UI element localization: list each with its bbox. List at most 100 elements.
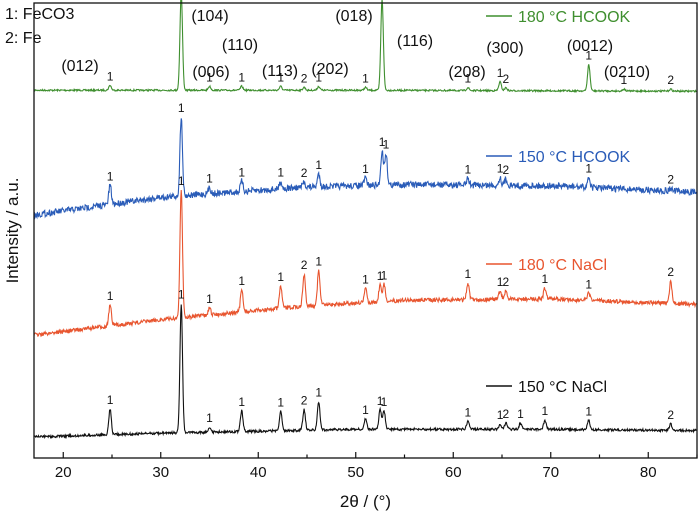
peak-label: 1	[621, 73, 628, 87]
peak-label: 1	[206, 70, 213, 84]
peak-label: 1	[377, 269, 384, 283]
peak-label: 1	[315, 70, 322, 84]
series-line	[33, 304, 698, 440]
peak-label: 1	[238, 274, 245, 288]
legend: 180 °C HCOOK 150 °C HCOOK 180 °C NaCl 150 °…	[486, 9, 631, 396]
peak-label: 1	[497, 66, 504, 80]
peak-label: 2	[503, 72, 510, 86]
hkl-label: (0210)	[604, 64, 650, 81]
peak-label: 2	[667, 265, 674, 279]
peak-label: 1	[362, 71, 369, 85]
phase-key-label: 1: FeCO3	[5, 6, 74, 23]
peak-label: 2	[301, 394, 308, 408]
hkl-label: (300)	[486, 40, 523, 57]
hkl-label: (202)	[311, 61, 348, 78]
x-tick-label: 40	[250, 464, 267, 481]
legend-label: 180 °C HCOOK	[518, 9, 631, 26]
peak-label: 1	[206, 292, 213, 306]
hkl-label: (113)	[262, 63, 298, 80]
peak-label: 1	[107, 393, 114, 407]
hkl-label: (208)	[448, 64, 485, 81]
peak-label: 1	[107, 169, 114, 183]
peak-label: 1	[315, 386, 322, 400]
peak-label: 2	[301, 258, 308, 272]
hkl-label: (0012)	[567, 38, 613, 55]
y-axis-label: Intensity / a.u.	[3, 178, 22, 284]
peak-labels: 1111121111121121111121111112121111121111…	[107, 49, 675, 425]
phase-key: 1: FeCO3 2: Fe	[5, 6, 74, 47]
peak-label: 2	[301, 71, 308, 85]
peak-label: 1	[238, 165, 245, 179]
peak-label: 2	[667, 408, 674, 422]
hkl-label: (012)	[61, 58, 98, 75]
peak-label: 1	[585, 49, 592, 63]
peak-label: 1	[315, 158, 322, 172]
x-tick-label: 80	[640, 464, 657, 481]
peak-label: 1	[517, 407, 524, 421]
peak-label: 1	[178, 288, 185, 302]
phase-key-label: 2: Fe	[5, 30, 42, 47]
peak-label: 1	[178, 101, 185, 115]
series-line	[33, 190, 698, 338]
peak-label: 1	[277, 165, 284, 179]
peak-label: 1	[585, 161, 592, 175]
legend-label: 150 °C HCOOK	[518, 149, 631, 166]
series-line	[33, 118, 698, 220]
hkl-label: (110)	[222, 37, 258, 54]
peak-label: 1	[206, 411, 213, 425]
peak-label: 2	[667, 73, 674, 87]
legend-label: 180 °C NaCl	[518, 257, 607, 274]
hkl-label: (018)	[335, 8, 372, 25]
peak-label: 1	[585, 277, 592, 291]
x-axis-label: 2θ / (°)	[340, 492, 391, 511]
peak-label: 2	[503, 275, 510, 289]
peak-label: 1	[585, 405, 592, 419]
x-tick-label: 50	[347, 464, 364, 481]
hkl-label: (116)	[397, 33, 433, 50]
peak-label: 1	[465, 163, 472, 177]
peak-label: 1	[381, 395, 388, 409]
x-axis: 20 30 40 50 60 70 80	[55, 452, 698, 481]
peak-label: 1	[465, 406, 472, 420]
peak-label: 1	[465, 267, 472, 281]
peak-label: 1	[497, 408, 504, 422]
peak-label: 1	[377, 394, 384, 408]
peak-label: 1	[178, 174, 185, 188]
peak-label: 1	[238, 395, 245, 409]
plot-frame	[33, 2, 698, 459]
peak-label: 2	[667, 172, 674, 186]
x-tick-label: 30	[152, 464, 169, 481]
traces	[33, 0, 698, 440]
series-line	[33, 0, 698, 94]
legend-label: 150 °C NaCl	[518, 379, 607, 396]
peak-label: 1	[107, 69, 114, 83]
peak-label: 1	[379, 135, 386, 149]
hkl-label: (104)	[191, 8, 228, 25]
peak-label: 1	[277, 270, 284, 284]
peak-label: 1	[362, 162, 369, 176]
peak-label: 1	[277, 70, 284, 84]
peak-label: 1	[497, 275, 504, 289]
hkl-label: (006)	[192, 64, 229, 81]
peak-label: 1	[362, 403, 369, 417]
peak-label: 1	[542, 404, 549, 418]
peak-label: 2	[503, 407, 510, 421]
peak-label: 1	[107, 289, 114, 303]
peak-label: 1	[497, 162, 504, 176]
peak-label: 1	[277, 395, 284, 409]
x-tick-label: 20	[55, 464, 72, 481]
peak-label: 1	[206, 171, 213, 185]
peak-label: 1	[362, 273, 369, 287]
peak-label: 2	[503, 163, 510, 177]
x-tick-label: 60	[445, 464, 462, 481]
peak-label: 1	[381, 269, 388, 283]
peak-label: 1	[238, 70, 245, 84]
peak-label: 2	[301, 166, 308, 180]
x-tick-label: 70	[542, 464, 559, 481]
peak-label: 1	[315, 254, 322, 268]
hkl-labels: (012) (104) (006) (110)(113) (202) (018) (116)…	[61, 8, 650, 81]
peak-label: 1	[465, 72, 472, 86]
peak-label: 1	[542, 272, 549, 286]
peak-label: 1	[383, 137, 390, 151]
